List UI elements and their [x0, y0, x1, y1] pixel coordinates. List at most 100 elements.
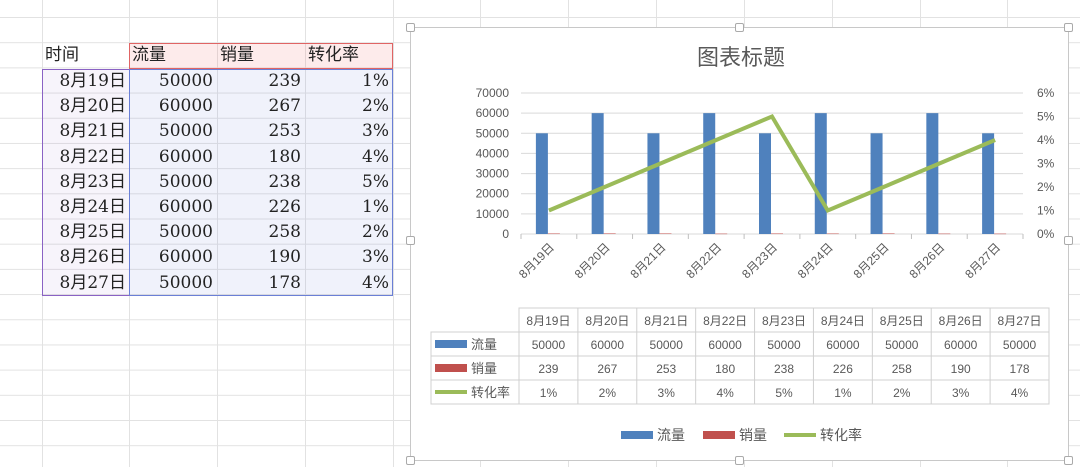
table-cell[interactable]: 253 [268, 121, 301, 142]
table-cell[interactable]: 50000 [158, 222, 213, 243]
data-table-value: 60000 [708, 338, 742, 352]
resize-handle[interactable] [406, 236, 415, 245]
category-range-selection [42, 69, 130, 296]
column-header[interactable]: 流量 [132, 45, 166, 65]
bar-流量 [982, 133, 995, 234]
data-table-value: 1% [834, 386, 852, 400]
data-table-value: 50000 [1003, 338, 1037, 352]
x-axis-tick-label: 8月22日 [683, 240, 724, 281]
legend-key-流量 [621, 431, 653, 439]
y2-axis-tick-label: 6% [1037, 86, 1055, 100]
table-cell[interactable]: 8月23日 [59, 171, 126, 192]
table-cell[interactable]: 8月24日 [59, 197, 126, 217]
table-cell[interactable]: 180 [268, 146, 301, 167]
chart-canvas: 图表标题 0 10000 20000 30000 40000 50000 60000 7000… [430, 45, 1055, 443]
table-cell[interactable]: 2% [362, 96, 389, 117]
y2-axis-tick-label: 2% [1037, 180, 1055, 194]
column-line [305, 0, 306, 467]
resize-handle[interactable] [1064, 236, 1073, 245]
data-table-series-name: 销量 [471, 361, 497, 376]
data-table-header: 8月19日 [526, 314, 570, 328]
bar-流量 [759, 133, 771, 234]
table-cell[interactable]: 190 [268, 247, 301, 268]
resize-handle[interactable] [735, 456, 744, 465]
y-axis-tick-label: 30000 [476, 167, 510, 181]
table-cell[interactable]: 4% [362, 272, 389, 293]
legend-label: 转化率 [820, 427, 862, 443]
table-cell[interactable]: 50000 [158, 272, 213, 293]
table-cell[interactable]: 8月27日 [59, 272, 126, 293]
data-table-series-name: 流量 [471, 337, 497, 352]
resize-handle[interactable] [1064, 456, 1073, 465]
table-cell[interactable]: 226 [268, 197, 301, 217]
data-table-header: 8月22日 [703, 314, 747, 328]
table-cell[interactable]: 50000 [158, 71, 213, 91]
bar-流量 [870, 133, 883, 234]
x-axis-tick-label: 8月19日 [516, 240, 557, 281]
data-table-header: 8月25日 [880, 314, 924, 328]
legend-key-销量 [703, 431, 735, 439]
x-axis-tick-label: 8月27日 [962, 240, 1003, 281]
column-line [217, 0, 218, 467]
table-cell[interactable]: 60000 [158, 197, 213, 217]
line-转化率 [548, 113, 996, 214]
data-table-header: 8月24日 [821, 314, 865, 328]
x-axis-tick-label: 8月25日 [851, 240, 892, 281]
table-cell[interactable]: 178 [268, 272, 301, 293]
table-cell[interactable]: 258 [268, 222, 301, 243]
data-table-value: 239 [538, 362, 558, 376]
table-cell[interactable]: 50000 [158, 121, 213, 142]
table-cell[interactable]: 50000 [158, 171, 213, 192]
chart-title[interactable]: 图表标题 [697, 45, 785, 70]
data-table-header: 8月20日 [585, 314, 629, 328]
combo-chart[interactable]: 图表标题 0 10000 20000 30000 40000 50000 60000 7000… [406, 23, 1073, 465]
resize-handle[interactable] [406, 456, 415, 465]
table-cell[interactable]: 4% [362, 146, 389, 167]
table-cell[interactable]: 267 [268, 96, 301, 117]
x-axis-tick-label: 8月20日 [572, 240, 613, 281]
data-table-value: 60000 [826, 338, 860, 352]
resize-handle[interactable] [1064, 23, 1073, 32]
table-cell[interactable]: 5% [362, 171, 389, 192]
bar-销量 [603, 233, 616, 234]
data-table-value: 190 [951, 362, 971, 376]
data-table-value: 2% [599, 386, 617, 400]
bar-销量 [826, 233, 839, 235]
resize-handle[interactable] [735, 23, 744, 32]
table-cell[interactable]: 8月20日 [59, 96, 126, 117]
bar-流量 [591, 113, 604, 234]
table-cell[interactable]: 8月22日 [59, 146, 126, 167]
data-table-value: 4% [716, 386, 734, 400]
table-cell[interactable]: 238 [268, 171, 301, 192]
table-cell[interactable]: 1% [362, 197, 389, 217]
table-cell[interactable]: 3% [362, 121, 389, 142]
data-table-series-name: 转化率 [471, 385, 510, 400]
legend-label: 流量 [657, 427, 685, 443]
column-header[interactable]: 时间 [45, 45, 79, 65]
bar-流量 [647, 133, 660, 234]
bar-销量 [771, 233, 783, 235]
table-cell[interactable]: 239 [268, 71, 301, 91]
y-axis-tick-label: 70000 [476, 86, 510, 100]
table-cell[interactable]: 8月19日 [59, 71, 126, 91]
legend-key-销量 [435, 364, 467, 372]
table-cell[interactable]: 8月26日 [59, 247, 126, 268]
table-cell[interactable]: 3% [362, 247, 389, 268]
legend-key-流量 [435, 340, 467, 348]
y2-axis-tick-label: 0% [1037, 227, 1055, 241]
table-cell[interactable]: 2% [362, 222, 389, 243]
x-axis-tick-label: 8月21日 [628, 240, 669, 281]
table-cell[interactable]: 1% [362, 71, 389, 91]
table-cell[interactable]: 8月21日 [59, 121, 126, 142]
table-cell[interactable]: 8月25日 [59, 222, 126, 243]
data-table-value: 5% [775, 386, 793, 400]
data-table-value: 50000 [767, 338, 801, 352]
data-table-value: 60000 [944, 338, 978, 352]
column-header[interactable]: 销量 [220, 45, 254, 65]
table-cell[interactable]: 60000 [158, 96, 213, 117]
column-header[interactable]: 转化率 [308, 45, 359, 65]
bar-销量 [938, 233, 951, 235]
table-cell[interactable]: 60000 [158, 247, 213, 268]
table-cell[interactable]: 60000 [158, 146, 213, 167]
resize-handle[interactable] [406, 23, 415, 32]
